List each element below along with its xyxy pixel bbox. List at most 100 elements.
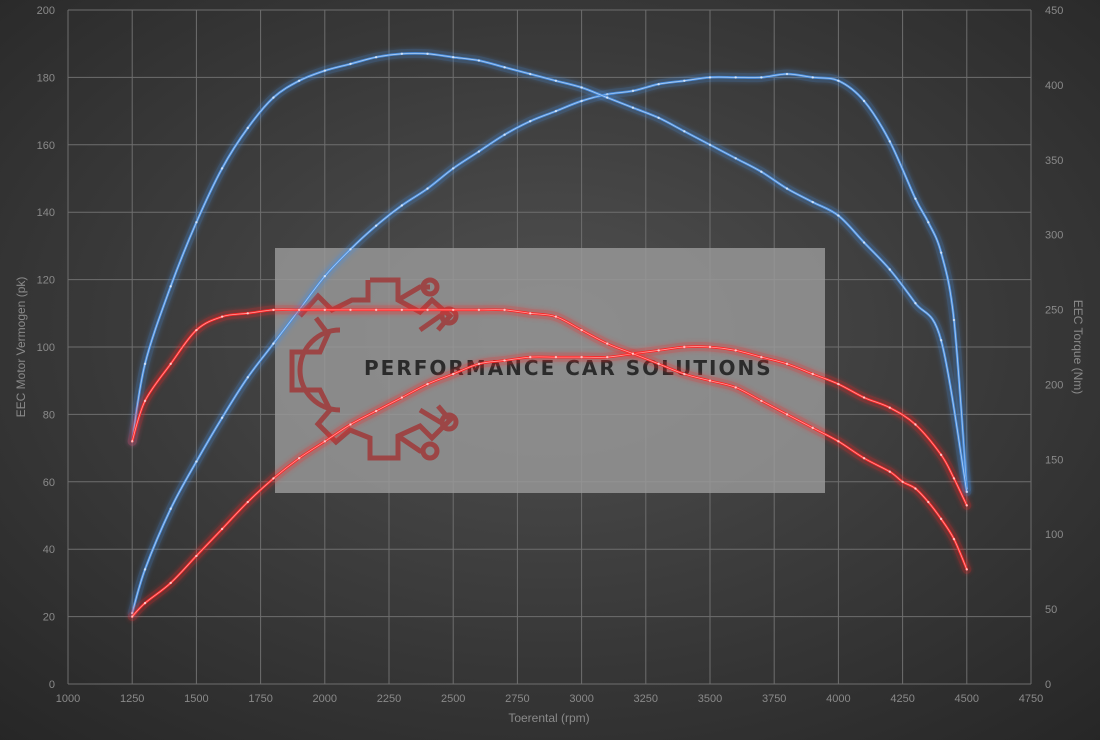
- data-point: [272, 477, 275, 480]
- data-point: [195, 328, 198, 332]
- data-point: [297, 457, 301, 460]
- data-point: [811, 200, 814, 204]
- data-point: [426, 308, 429, 312]
- data-point: [452, 308, 455, 312]
- series-2: [127, 48, 972, 497]
- data-point: [734, 386, 737, 389]
- data-point: [426, 52, 429, 56]
- data-point: [400, 396, 404, 399]
- data-point: [862, 99, 866, 103]
- left-tick-label: 20: [43, 612, 55, 624]
- series-line-highlight: [131, 73, 968, 614]
- data-point: [169, 507, 172, 510]
- data-point: [529, 312, 532, 315]
- x-tick-label: 4500: [955, 693, 979, 705]
- data-point: [323, 69, 326, 72]
- x-tick-label: 1750: [248, 693, 272, 705]
- data-point: [554, 355, 558, 359]
- data-point: [631, 89, 635, 93]
- data-point: [246, 312, 249, 315]
- data-point: [503, 359, 506, 362]
- data-point: [529, 72, 532, 76]
- left-tick-label: 60: [43, 477, 55, 489]
- data-point: [426, 187, 429, 190]
- x-tick-label: 4250: [890, 693, 914, 705]
- data-point: [529, 355, 532, 359]
- x-tick-label: 1500: [184, 693, 208, 705]
- data-point: [374, 55, 378, 59]
- watermark-logo: PERFORMANCE CAR SOLUTIONS: [275, 248, 825, 493]
- right-tick-label: 0: [1045, 679, 1051, 691]
- data-point: [246, 126, 249, 130]
- x-axis-ticks: 1000 1250 1500 1750 2000 2250 2500 2750 3000 3250…: [56, 693, 1043, 705]
- data-point: [811, 426, 814, 430]
- data-point: [785, 413, 789, 416]
- data-point: [939, 339, 943, 342]
- data-point: [914, 197, 917, 200]
- data-point: [554, 109, 558, 113]
- right-tick-label: 100: [1045, 529, 1063, 541]
- x-tick-label: 2250: [377, 693, 401, 705]
- data-point: [374, 308, 378, 312]
- data-point: [323, 308, 326, 312]
- data-point: [374, 224, 378, 227]
- data-point: [657, 362, 660, 366]
- data-point: [220, 315, 224, 318]
- data-point: [580, 328, 583, 332]
- x-tick-label: 2750: [505, 693, 529, 705]
- data-point: [503, 133, 506, 136]
- data-point: [888, 268, 891, 271]
- data-point: [952, 537, 956, 541]
- left-tick-label: 140: [37, 207, 55, 219]
- data-point: [862, 396, 866, 399]
- data-point: [272, 96, 275, 99]
- data-point: [580, 355, 583, 359]
- data-point: [657, 349, 660, 352]
- series-1: [127, 69, 972, 618]
- data-point: [760, 399, 763, 403]
- data-point: [349, 308, 352, 312]
- x-tick-label: 1250: [120, 693, 144, 705]
- data-point: [708, 345, 712, 349]
- data-point: [965, 490, 968, 494]
- data-point: [143, 568, 147, 571]
- data-point: [400, 52, 404, 56]
- series-layer: [127, 48, 972, 622]
- data-point: [554, 79, 558, 82]
- left-axis-title: EEC Motor Vermogen (pk): [14, 277, 28, 418]
- x-tick-label: 3500: [698, 693, 722, 705]
- left-tick-label: 100: [37, 342, 55, 354]
- data-point: [952, 318, 956, 322]
- x-tick-label: 4750: [1019, 693, 1043, 705]
- data-point: [631, 106, 635, 109]
- data-point: [220, 167, 224, 170]
- series-4: [127, 305, 972, 574]
- data-point: [246, 376, 249, 379]
- data-point: [195, 554, 198, 558]
- data-point: [131, 615, 134, 618]
- data-point: [272, 342, 275, 345]
- data-point: [785, 72, 789, 76]
- data-point: [837, 214, 840, 217]
- data-point: [708, 143, 712, 146]
- series-3: [127, 342, 972, 622]
- data-point: [246, 500, 249, 504]
- data-point: [901, 480, 904, 483]
- data-point: [837, 382, 840, 386]
- data-point: [477, 150, 481, 153]
- data-point: [143, 601, 147, 605]
- data-point: [914, 487, 917, 490]
- data-point: [400, 308, 404, 312]
- data-point: [760, 355, 763, 359]
- data-point: [862, 241, 866, 244]
- data-point: [374, 409, 378, 413]
- data-point: [734, 349, 737, 352]
- data-point: [169, 581, 172, 585]
- x-tick-label: 2000: [313, 693, 337, 705]
- x-tick-label: 3250: [634, 693, 658, 705]
- data-point: [811, 76, 814, 79]
- data-point: [349, 248, 352, 251]
- data-point: [927, 221, 930, 224]
- data-point: [734, 76, 737, 79]
- left-tick-label: 180: [37, 72, 55, 84]
